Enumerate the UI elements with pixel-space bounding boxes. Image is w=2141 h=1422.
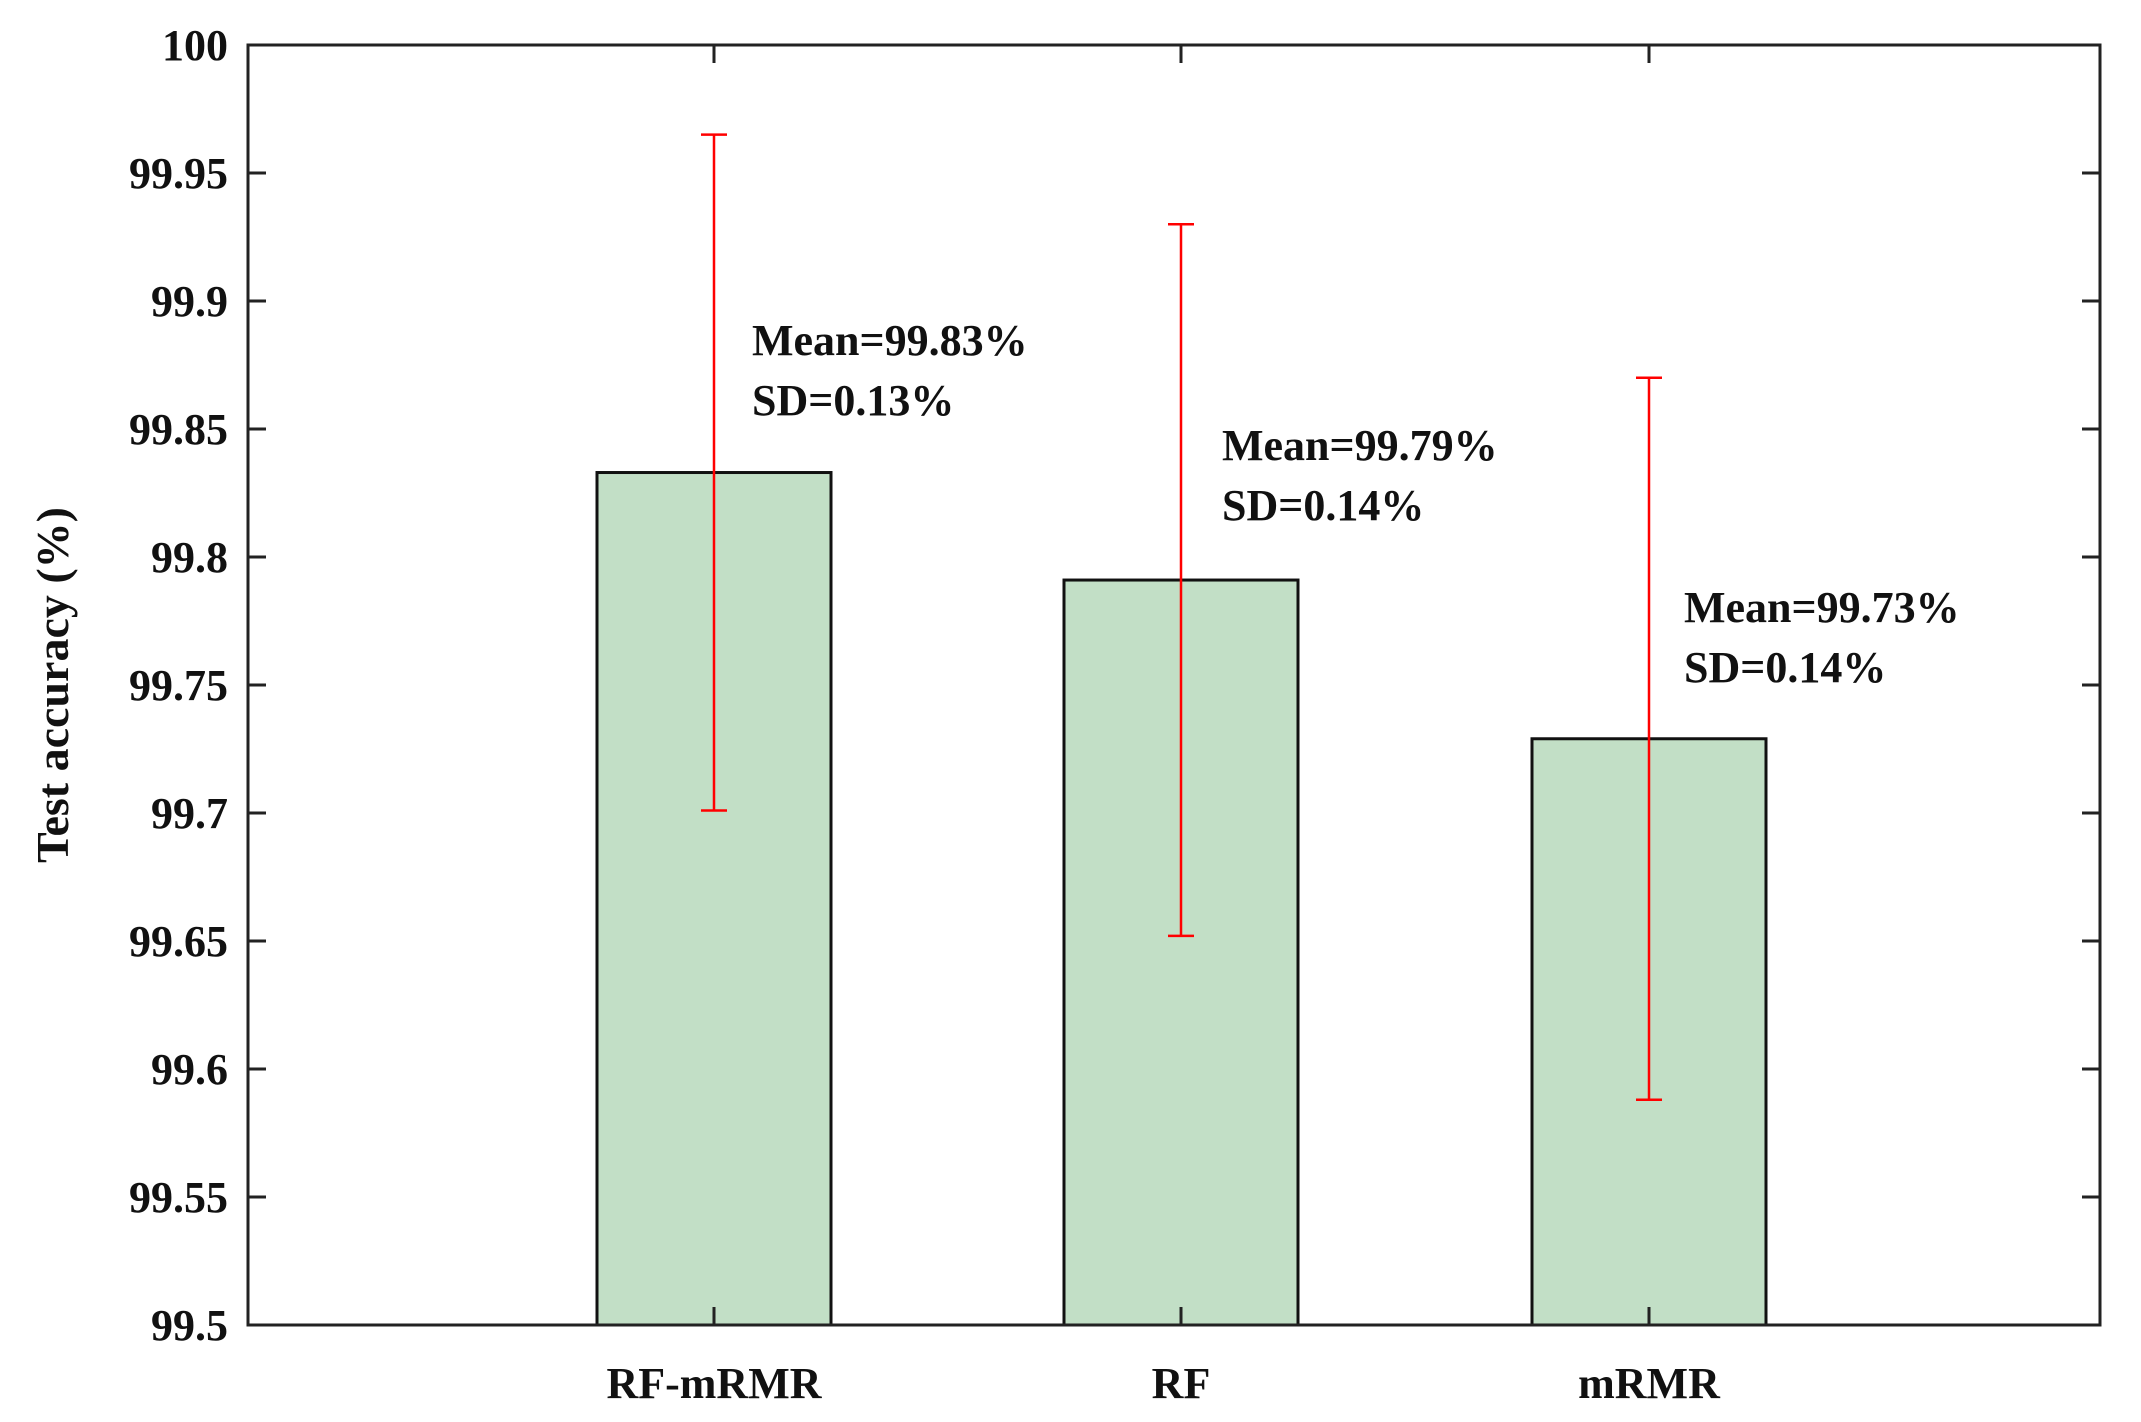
annotation-mean: Mean=99.83% — [752, 316, 1028, 365]
annotation-sd: SD=0.14% — [1222, 481, 1424, 530]
y-tick-label: 99.8 — [151, 533, 228, 582]
error-bars-layer — [701, 133, 1662, 1101]
y-tick-label: 99.65 — [129, 917, 228, 966]
x-tick-label-mrmr: mRMR — [1578, 1359, 1721, 1408]
x-tick-label-rf-mrmr: RF-mRMR — [606, 1359, 822, 1408]
error-bar-mrmr — [1636, 376, 1662, 1101]
y-axis-title: Test accuracy (%) — [27, 507, 78, 863]
y-tick-label: 99.85 — [129, 405, 228, 454]
error-bar-rf-mrmr — [701, 133, 727, 812]
annotation-mean: Mean=99.79% — [1222, 421, 1498, 470]
annotation-sd: SD=0.14% — [1684, 643, 1886, 692]
y-tick-label: 99.55 — [129, 1173, 228, 1222]
y-tick-label: 99.6 — [151, 1045, 228, 1094]
y-tick-label: 99.9 — [151, 277, 228, 326]
x-tick-label-rf: RF — [1152, 1359, 1211, 1408]
error-bar-rf — [1168, 222, 1194, 938]
y-tick-label: 99.7 — [151, 789, 228, 838]
y-tick-label: 100 — [162, 21, 228, 70]
y-ticks-layer: 99.5 99.55 99.6 99.65 99.7 99.75 99.8 99.85 99.9… — [129, 21, 2100, 1350]
annotation-mean: Mean=99.73% — [1684, 583, 1960, 632]
y-tick-label: 99.95 — [129, 149, 228, 198]
x-ticks-layer: RF-mRMR RF mRMR — [606, 45, 1721, 1408]
annotation-sd: SD=0.13% — [752, 376, 954, 425]
annotations-layer: Mean=99.83% SD=0.13% Mean=99.79% SD=0.14% Me… — [752, 316, 1960, 692]
y-tick-label: 99.5 — [151, 1301, 228, 1350]
y-tick-label: 99.75 — [129, 661, 228, 710]
